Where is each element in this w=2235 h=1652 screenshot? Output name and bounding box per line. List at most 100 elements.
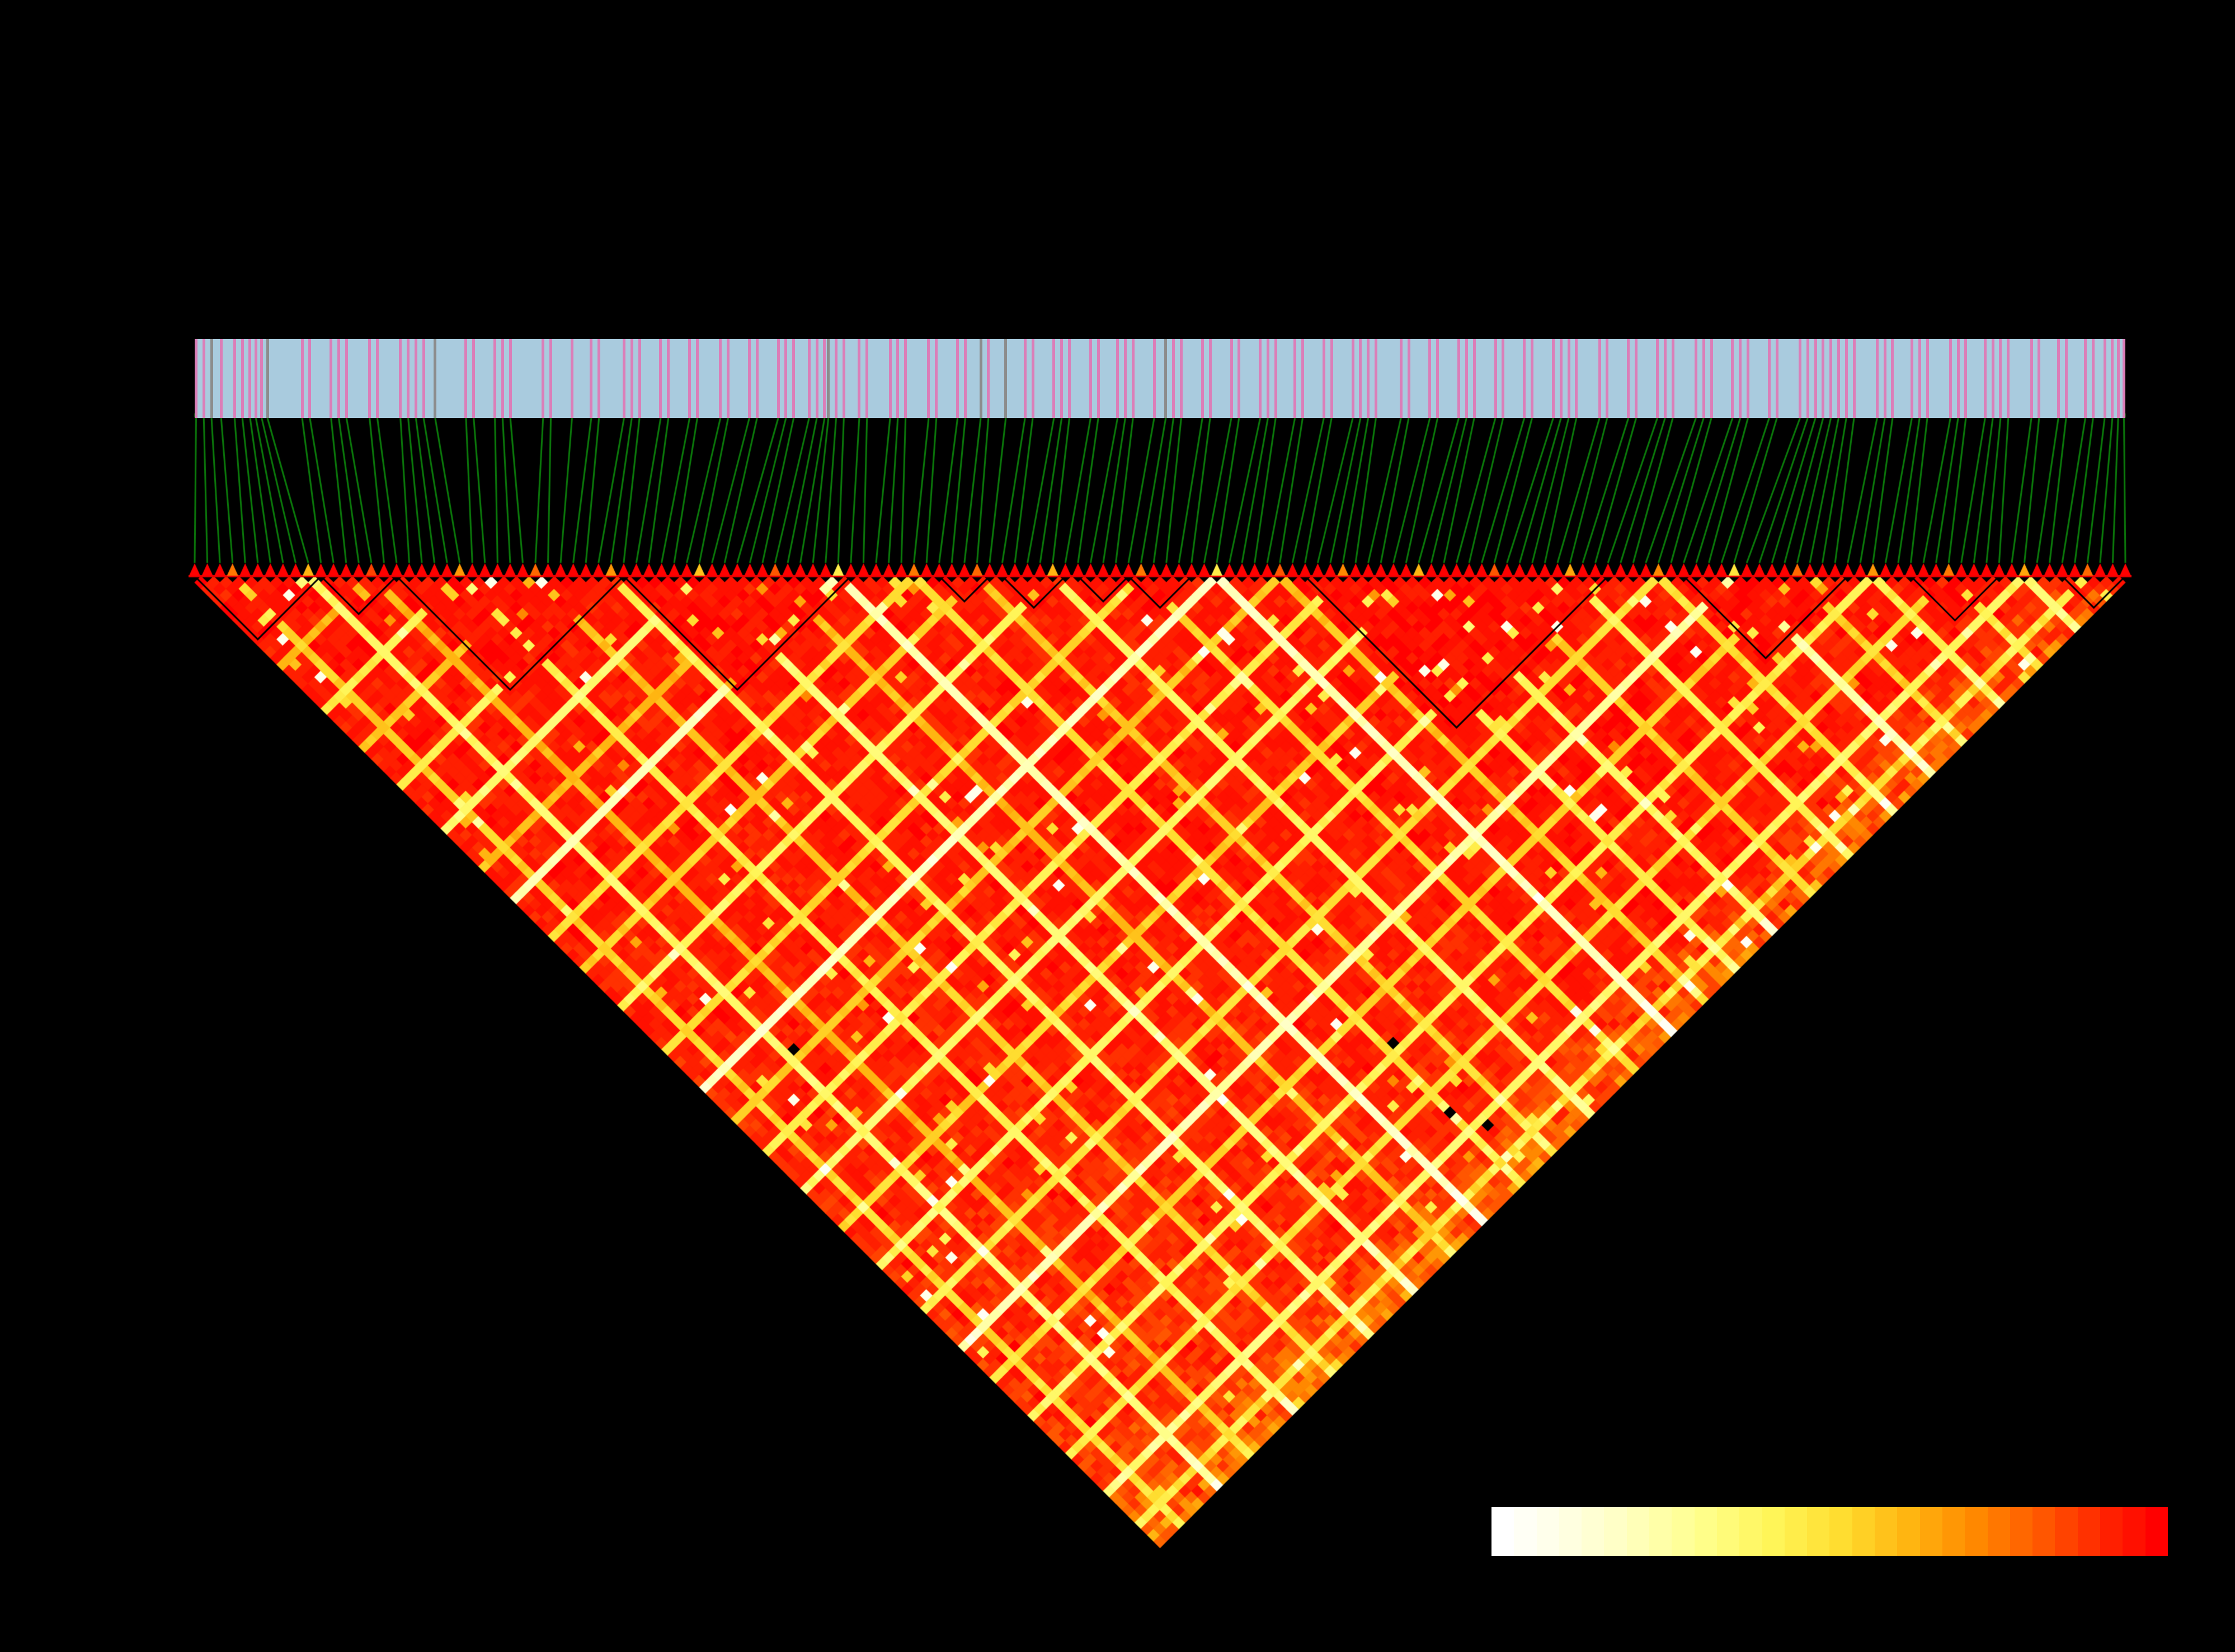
- snp-position-tick: [1560, 339, 1563, 418]
- snp-position-tick: [1116, 339, 1119, 418]
- snp-position-tick: [784, 339, 787, 418]
- snp-position-tick: [1024, 339, 1027, 418]
- snp-position-tick: [1949, 339, 1952, 418]
- snp-position-tick: [542, 339, 544, 418]
- color-key-segment: [1559, 1507, 1582, 1556]
- snp-position-tick: [2007, 339, 2010, 418]
- snp-position-tick: [1814, 339, 1817, 418]
- snp-position-tick: [1531, 339, 1533, 418]
- color-key-segment: [2123, 1507, 2145, 1556]
- snp-position-tick: [1124, 339, 1127, 418]
- color-key-segment: [1807, 1507, 1830, 1556]
- snp-position-tick: [590, 339, 592, 418]
- snp-position-tick: [2084, 339, 2087, 418]
- snp-position-tick: [2057, 339, 2060, 418]
- snp-position-tick: [1436, 339, 1439, 418]
- color-key-segment: [1672, 1507, 1695, 1556]
- snp-position-tick: [1301, 339, 1304, 418]
- color-key-segment: [1716, 1507, 1740, 1556]
- snp-position-tick: [1238, 339, 1240, 418]
- snp-position-tick: [2117, 339, 2120, 418]
- snp-position-tick: [1201, 339, 1204, 418]
- snp-position-tick-gray: [980, 339, 982, 418]
- snp-position-tick: [1739, 339, 1742, 418]
- snp-position-tick: [756, 339, 759, 418]
- snp-position-tick: [1891, 339, 1894, 418]
- snp-position-tick: [2030, 339, 2033, 418]
- color-key-segment: [2032, 1507, 2055, 1556]
- snp-position-tick: [1876, 339, 1879, 418]
- snp-position-tick: [1664, 339, 1667, 418]
- snp-position-tick: [1957, 339, 1960, 418]
- snp-position-tick: [1153, 339, 1156, 418]
- snp-position-tick: [2065, 339, 2068, 418]
- color-key-segment: [1491, 1507, 1514, 1556]
- snp-position-tick: [1822, 339, 1824, 418]
- snp-position-tick: [727, 339, 730, 418]
- snp-position-tick: [2038, 339, 2040, 418]
- snp-position-tick: [1853, 339, 1856, 418]
- snp-position-tick: [843, 339, 845, 418]
- snp-position-tick: [415, 339, 417, 418]
- color-key-segment: [1739, 1507, 1762, 1556]
- snp-position-tick: [1768, 339, 1771, 418]
- snp-position-tick: [1293, 339, 1296, 418]
- snp-position-tick: [896, 339, 899, 418]
- snp-position-tick: [667, 339, 670, 418]
- snp-position-tick: [1052, 339, 1055, 418]
- snp-position-tick: [1132, 339, 1135, 418]
- snp-position-tick: [1926, 339, 1929, 418]
- snp-position-tick: [904, 339, 907, 418]
- snp-position-tick: [1656, 339, 1659, 418]
- snp-position-tick: [195, 339, 197, 418]
- snp-position-tick: [748, 339, 751, 418]
- snp-position-tick: [1702, 339, 1705, 418]
- snp-position-tick: [1568, 339, 1570, 418]
- snp-position-tick-gray: [266, 339, 269, 418]
- color-key-segment: [2100, 1507, 2123, 1556]
- snp-position-tick: [927, 339, 930, 418]
- color-key-segment: [2145, 1507, 2168, 1556]
- snp-position-tick: [1230, 339, 1233, 418]
- color-key-segment: [1762, 1507, 1785, 1556]
- snp-position-tick: [1494, 339, 1497, 418]
- snp-position-tick: [1359, 339, 1362, 418]
- snp-position-tick: [987, 339, 990, 418]
- snp-position-tick: [1984, 339, 1987, 418]
- snp-position-tick: [1068, 339, 1071, 418]
- snp-position-tick: [1352, 339, 1354, 418]
- color-key-segment: [1829, 1507, 1852, 1556]
- snp-position-tick: [792, 339, 795, 418]
- snp-position-tick: [407, 339, 410, 418]
- color-key-segment: [2055, 1507, 2078, 1556]
- snp-position-tick: [1172, 339, 1175, 418]
- snp-position-tick: [2111, 339, 2114, 418]
- snp-position-tick: [1323, 339, 1325, 418]
- snp-position-tick: [623, 339, 625, 418]
- snp-position-tick: [1473, 339, 1476, 418]
- snp-position-tick: [1552, 339, 1555, 418]
- snp-position-tick: [1259, 339, 1262, 418]
- snp-position-tick: [696, 339, 699, 418]
- snp-position-tick: [376, 339, 379, 418]
- color-key-segment: [1604, 1507, 1627, 1556]
- snp-position-tick: [858, 339, 860, 418]
- snp-position-tick: [1884, 339, 1886, 418]
- snp-position-tick: [308, 339, 311, 418]
- snp-position-tick: [233, 339, 236, 418]
- snp-position-tick: [889, 339, 892, 418]
- snp-position-tick: [368, 339, 371, 418]
- snp-position-tick-gray: [1004, 339, 1007, 418]
- color-key-segment: [1987, 1507, 2010, 1556]
- color-key-segment: [1694, 1507, 1717, 1556]
- snp-position-tick: [935, 339, 938, 418]
- snp-position-tick: [1731, 339, 1734, 418]
- color-key-segment: [1649, 1507, 1672, 1556]
- snp-position-tick: [1598, 339, 1601, 418]
- snp-position-tick: [659, 339, 662, 418]
- snp-position-tick: [1999, 339, 2002, 418]
- snp-position-tick: [1672, 339, 1674, 418]
- snp-position-tick: [345, 339, 348, 418]
- snp-position-tick-gray: [827, 339, 830, 418]
- color-key-segment: [1536, 1507, 1559, 1556]
